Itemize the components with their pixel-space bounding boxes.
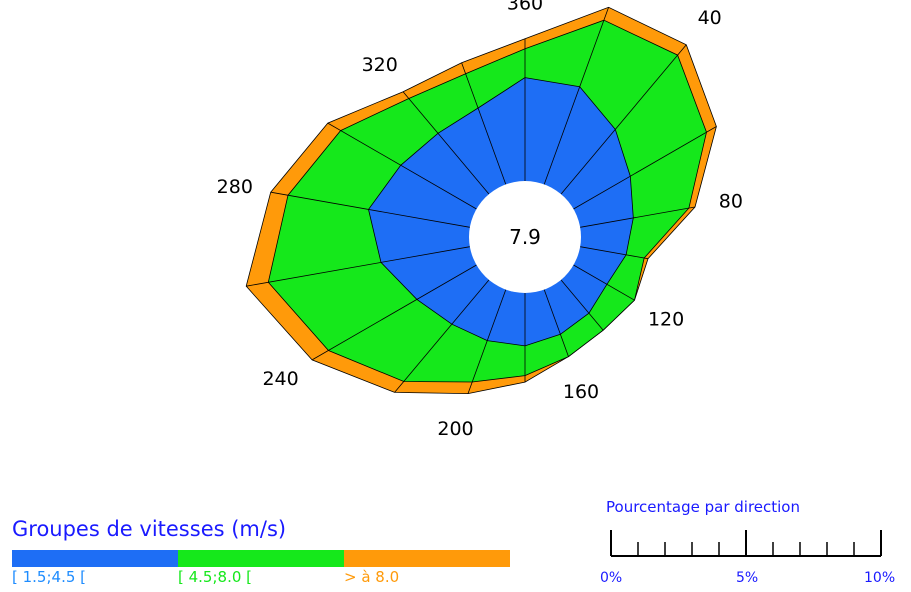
rose-spoke: [573, 126, 717, 210]
rose-spoke: [573, 264, 635, 301]
rose-spoke: [270, 191, 470, 228]
direction-label-280: 280: [217, 176, 253, 198]
direction-label-160: 160: [563, 381, 599, 403]
direction-label-0: 360: [507, 0, 543, 14]
scale-ruler: [610, 530, 882, 557]
calm-value: 7.9: [509, 225, 541, 249]
direction-label-200: 200: [437, 418, 473, 440]
legend-label-mid: [ 4.5;8.0 [: [178, 568, 253, 586]
scale-title: Pourcentage par direction: [606, 498, 800, 516]
scale-label-10: 10%: [864, 570, 896, 586]
rose-spoke: [580, 246, 649, 260]
scale-label-5: 5%: [736, 570, 759, 586]
rose-spoke: [560, 279, 604, 331]
percentage-scale: Pourcentage par direction 0% 5% 10%: [596, 498, 896, 588]
rose-spoke: [543, 7, 609, 185]
legend-swatch-mid: [178, 550, 344, 567]
direction-label-120: 120: [648, 309, 684, 331]
direction-label-40: 40: [698, 7, 722, 29]
rose-spoke: [467, 289, 507, 394]
legend-swatch-high: [344, 550, 510, 567]
direction-label-320: 320: [362, 54, 398, 76]
wind-rose-chart: 7.9 360 40 80 120 160 200 240 280 320: [217, 0, 743, 440]
rose-spoke: [560, 44, 687, 195]
rose-spoke: [311, 264, 477, 361]
direction-label-80: 80: [719, 191, 743, 213]
legend-color-bar: [12, 550, 512, 567]
calm-circle: [469, 181, 581, 293]
rose-spoke: [394, 279, 490, 393]
legend-title: Groupes de vitesses (m/s): [12, 517, 287, 541]
speed-legend: Groupes de vitesses (m/s) [ 1.5;4.5 [ [ …: [12, 516, 512, 586]
legend-label-high: > à 8.0: [344, 568, 400, 586]
rose-spoke: [461, 62, 507, 185]
rose-spoke: [402, 91, 490, 195]
legend-swatch-low: [12, 550, 178, 567]
rose-spoke: [327, 122, 477, 210]
rose-spoke: [543, 289, 569, 357]
direction-label-240: 240: [262, 368, 298, 390]
rose-spoke: [580, 206, 696, 228]
legend-labels: [ 1.5;4.5 [ [ 4.5;8.0 [ > à 8.0: [12, 568, 512, 586]
scale-label-0: 0%: [600, 570, 623, 586]
legend-label-low: [ 1.5;4.5 [: [12, 568, 87, 586]
rose-spoke: [246, 246, 470, 287]
